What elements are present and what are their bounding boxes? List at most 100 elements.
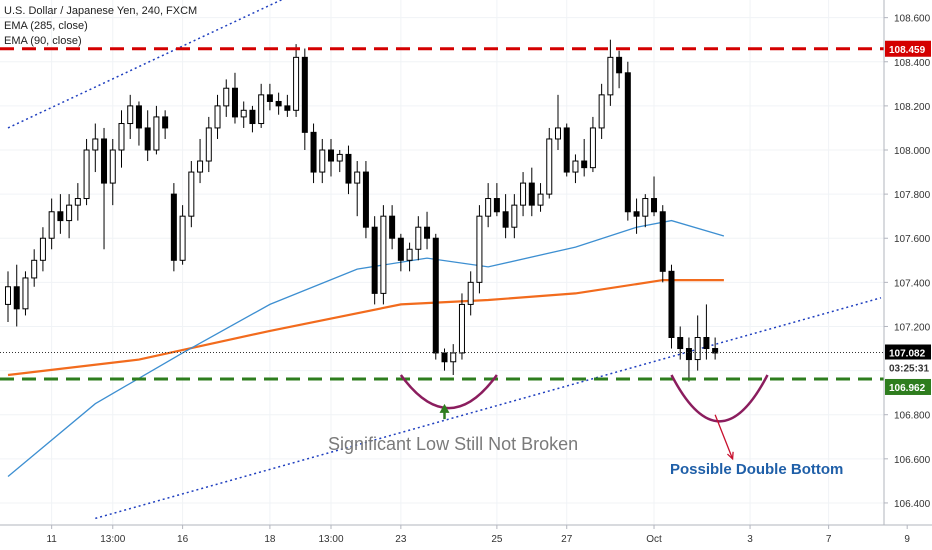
candle-body — [179, 215, 186, 261]
candle-body — [109, 149, 116, 184]
candle-body — [685, 348, 692, 361]
arrow-down-icon — [714, 414, 734, 460]
candle-body — [13, 286, 20, 310]
candle-body — [66, 204, 73, 222]
trendlines — [7, 0, 882, 520]
time-tick-label: Oct — [646, 534, 662, 545]
candle-body — [624, 72, 631, 213]
low-annotation: Significant Low Still Not Broken — [328, 434, 579, 454]
candle-body — [249, 109, 256, 125]
candle-body — [205, 127, 212, 162]
time-tick-label: 3 — [747, 534, 753, 545]
price-tick-label: 107.200 — [894, 322, 931, 333]
price-tick-label: 108.600 — [894, 14, 931, 25]
candle-body — [223, 87, 230, 107]
candle-body — [5, 286, 11, 305]
candle-body — [293, 56, 300, 111]
time-tick-label: 25 — [491, 534, 503, 545]
candle-body — [197, 160, 204, 173]
ema285-legend: EMA (285, close) — [4, 20, 88, 32]
price-tick-label: 107.400 — [894, 278, 931, 289]
candle-body — [266, 94, 273, 102]
candle-body — [441, 352, 448, 363]
candle-body — [537, 193, 544, 206]
candle-body — [511, 204, 518, 228]
bottom-arc — [399, 374, 498, 410]
candle-body — [554, 127, 561, 140]
current-price-tag: 107.082 — [889, 349, 926, 360]
candle-body — [520, 182, 527, 206]
time-axis-bg — [0, 525, 932, 550]
candle-body — [153, 116, 160, 151]
candle-body — [659, 211, 666, 272]
candle-body — [546, 138, 553, 195]
price-tick-label: 108.400 — [894, 58, 931, 69]
candle-body — [415, 226, 422, 250]
symbol-title: U.S. Dollar / Japanese Yen, 240, FXCM — [4, 5, 198, 17]
candle-body — [581, 160, 588, 169]
candle-body — [301, 56, 308, 133]
countdown-tag-bg — [885, 359, 931, 376]
candle-body — [162, 116, 169, 129]
candle-body — [616, 56, 623, 74]
price-tick-label: 107.600 — [894, 234, 931, 245]
candle-body — [712, 348, 719, 354]
support-price-tag-bg — [885, 378, 931, 395]
ema285-line — [7, 279, 724, 377]
bottom-arcs — [399, 374, 769, 461]
candle-body — [380, 215, 387, 294]
candle-body — [502, 211, 509, 228]
candle-body — [127, 105, 134, 125]
candle-body — [310, 131, 317, 173]
candle-body — [677, 337, 684, 350]
chart-legend: U.S. Dollar / Japanese Yen, 240, FXCM EM… — [4, 4, 197, 49]
candle-body — [74, 198, 81, 206]
price-tick-label: 106.400 — [894, 499, 931, 510]
bottom-arc — [670, 374, 769, 423]
candle-body — [493, 198, 500, 213]
candle-body — [22, 277, 29, 310]
candle-body — [101, 138, 108, 184]
resistance-price-tag: 108.459 — [889, 45, 926, 56]
candle-body — [354, 171, 361, 184]
candle-body — [572, 160, 579, 173]
candle-body — [214, 105, 221, 129]
candle-body — [336, 153, 343, 162]
time-tick-label: 23 — [395, 534, 407, 545]
candle-body — [485, 198, 492, 217]
candle-body — [563, 127, 570, 173]
candle-body — [607, 56, 614, 96]
price-tick-label: 106.600 — [894, 455, 931, 466]
price-tick-label: 107.800 — [894, 190, 931, 201]
resistance-price-tag-bg — [885, 40, 931, 57]
candle-body — [432, 237, 439, 354]
candle-body — [668, 270, 675, 338]
ema-lines — [7, 219, 725, 477]
ema90-line — [7, 219, 725, 477]
time-tick-label: 9 — [904, 534, 910, 545]
candle-body — [397, 237, 404, 261]
candle-body — [48, 211, 55, 239]
candle-body — [371, 226, 378, 294]
trendline — [7, 0, 283, 129]
candle-body — [598, 94, 605, 129]
time-tick-label: 11 — [46, 534, 57, 545]
time-tick-label: 27 — [561, 534, 573, 545]
candle-body — [39, 237, 46, 261]
candle-body — [118, 123, 125, 151]
candle-body — [144, 127, 151, 151]
time-tick-label: 18 — [264, 534, 276, 545]
current-price-tag-bg — [885, 344, 931, 361]
candle-body — [651, 198, 658, 213]
price-tick-label: 108.000 — [894, 146, 931, 157]
candle-body — [642, 198, 649, 217]
candle-body — [458, 303, 465, 354]
candles — [5, 39, 719, 382]
candle-body — [345, 153, 352, 184]
candle-body — [476, 215, 483, 283]
candle-body — [258, 94, 265, 125]
candle-body — [389, 215, 396, 239]
candle-body — [362, 171, 369, 228]
candle-body — [135, 105, 142, 129]
